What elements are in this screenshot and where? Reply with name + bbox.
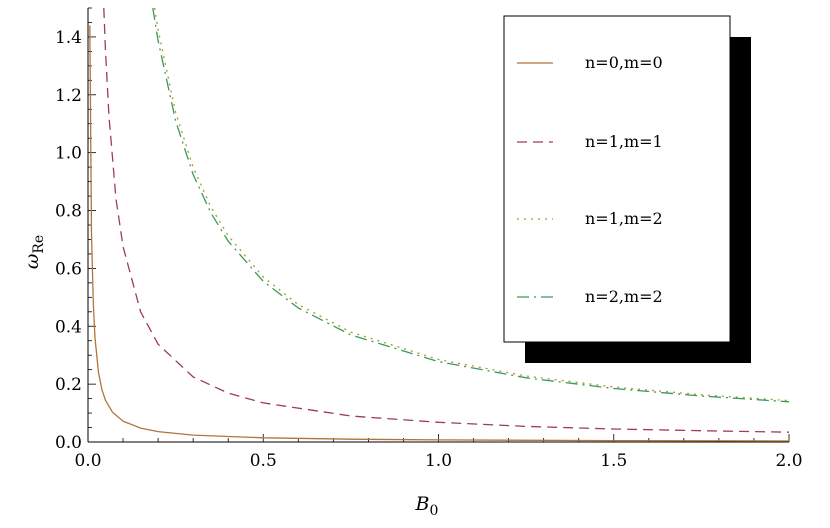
legend-box — [503, 15, 731, 343]
legend-label-1: n=0,m=0 — [585, 53, 663, 72]
series-line-4 — [152, 8, 789, 403]
series-line-1 — [89, 25, 789, 442]
y-tick-label: 0.2 — [55, 375, 82, 395]
y-tick-label: 1.4 — [55, 28, 82, 48]
legend-label-4: n=2,m=2 — [585, 287, 663, 306]
x-tick-label: 0.5 — [250, 451, 277, 471]
y-tick-label: 0.8 — [55, 202, 82, 222]
y-axis-title: ωRe — [21, 235, 47, 269]
x-tick-label: 1.5 — [600, 451, 627, 471]
series-layer — [89, 8, 789, 442]
x-tick-label: 1.0 — [425, 451, 452, 471]
y-tick-label: 1.0 — [55, 144, 82, 164]
x-tick-label: 0.0 — [74, 451, 101, 471]
y-tick-label: 0.6 — [55, 259, 82, 279]
legend-label-2: n=1,m=1 — [585, 132, 663, 151]
legend-label-3: n=1,m=2 — [585, 209, 663, 228]
legend: n=0,m=0 n=1,m=1 n=1,m=2 n=2,m=2 — [503, 15, 751, 363]
y-tick-label: 0.4 — [55, 317, 82, 337]
y-tick-label: 0.0 — [55, 433, 82, 453]
y-tick-label: 1.2 — [55, 86, 82, 106]
series-line-2 — [103, 8, 789, 433]
x-axis-title: B0 — [415, 493, 439, 519]
axes-layer: 0.0 0.5 1.0 1.5 2.0 0.0 0.2 0.4 0.6 0.8 1.0 1.2 1.4 — [55, 7, 803, 471]
x-tick-label: 2.0 — [775, 451, 802, 471]
